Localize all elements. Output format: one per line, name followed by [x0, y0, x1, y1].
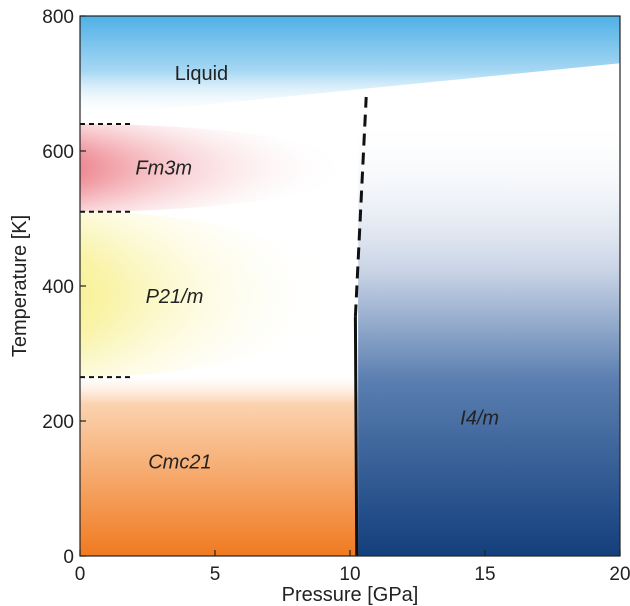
region-label-i4m: I4/m — [460, 407, 499, 429]
cmc21-region — [80, 377, 359, 556]
x-tick-label: 10 — [339, 564, 360, 585]
y-tick-label: 600 — [42, 142, 74, 163]
y-tick-label: 200 — [42, 412, 74, 433]
y-axis-label: Temperature [K] — [9, 215, 31, 357]
x-tick-label: 15 — [474, 564, 495, 585]
boundary-line-1 — [353, 316, 359, 556]
y-tick-label: 400 — [42, 277, 74, 298]
liquid-region — [80, 16, 620, 118]
region-label-fm3m: Fm3m — [135, 158, 192, 180]
region-label-p21m: P21/m — [146, 286, 204, 308]
y-tick-label: 0 — [63, 547, 74, 568]
fm3m-region — [80, 124, 350, 212]
p21m-region — [80, 211, 337, 378]
x-axis-label: Pressure [GPa] — [282, 584, 419, 606]
x-tick-label: 20 — [609, 564, 630, 585]
region-label-liquid: Liquid — [175, 63, 228, 85]
y-tick-label: 800 — [42, 7, 74, 28]
region-label-cmc21: Cmc21 — [148, 451, 211, 473]
i4m-region — [358, 117, 620, 556]
x-tick-label: 5 — [210, 564, 221, 585]
x-tick-label: 0 — [75, 564, 86, 585]
